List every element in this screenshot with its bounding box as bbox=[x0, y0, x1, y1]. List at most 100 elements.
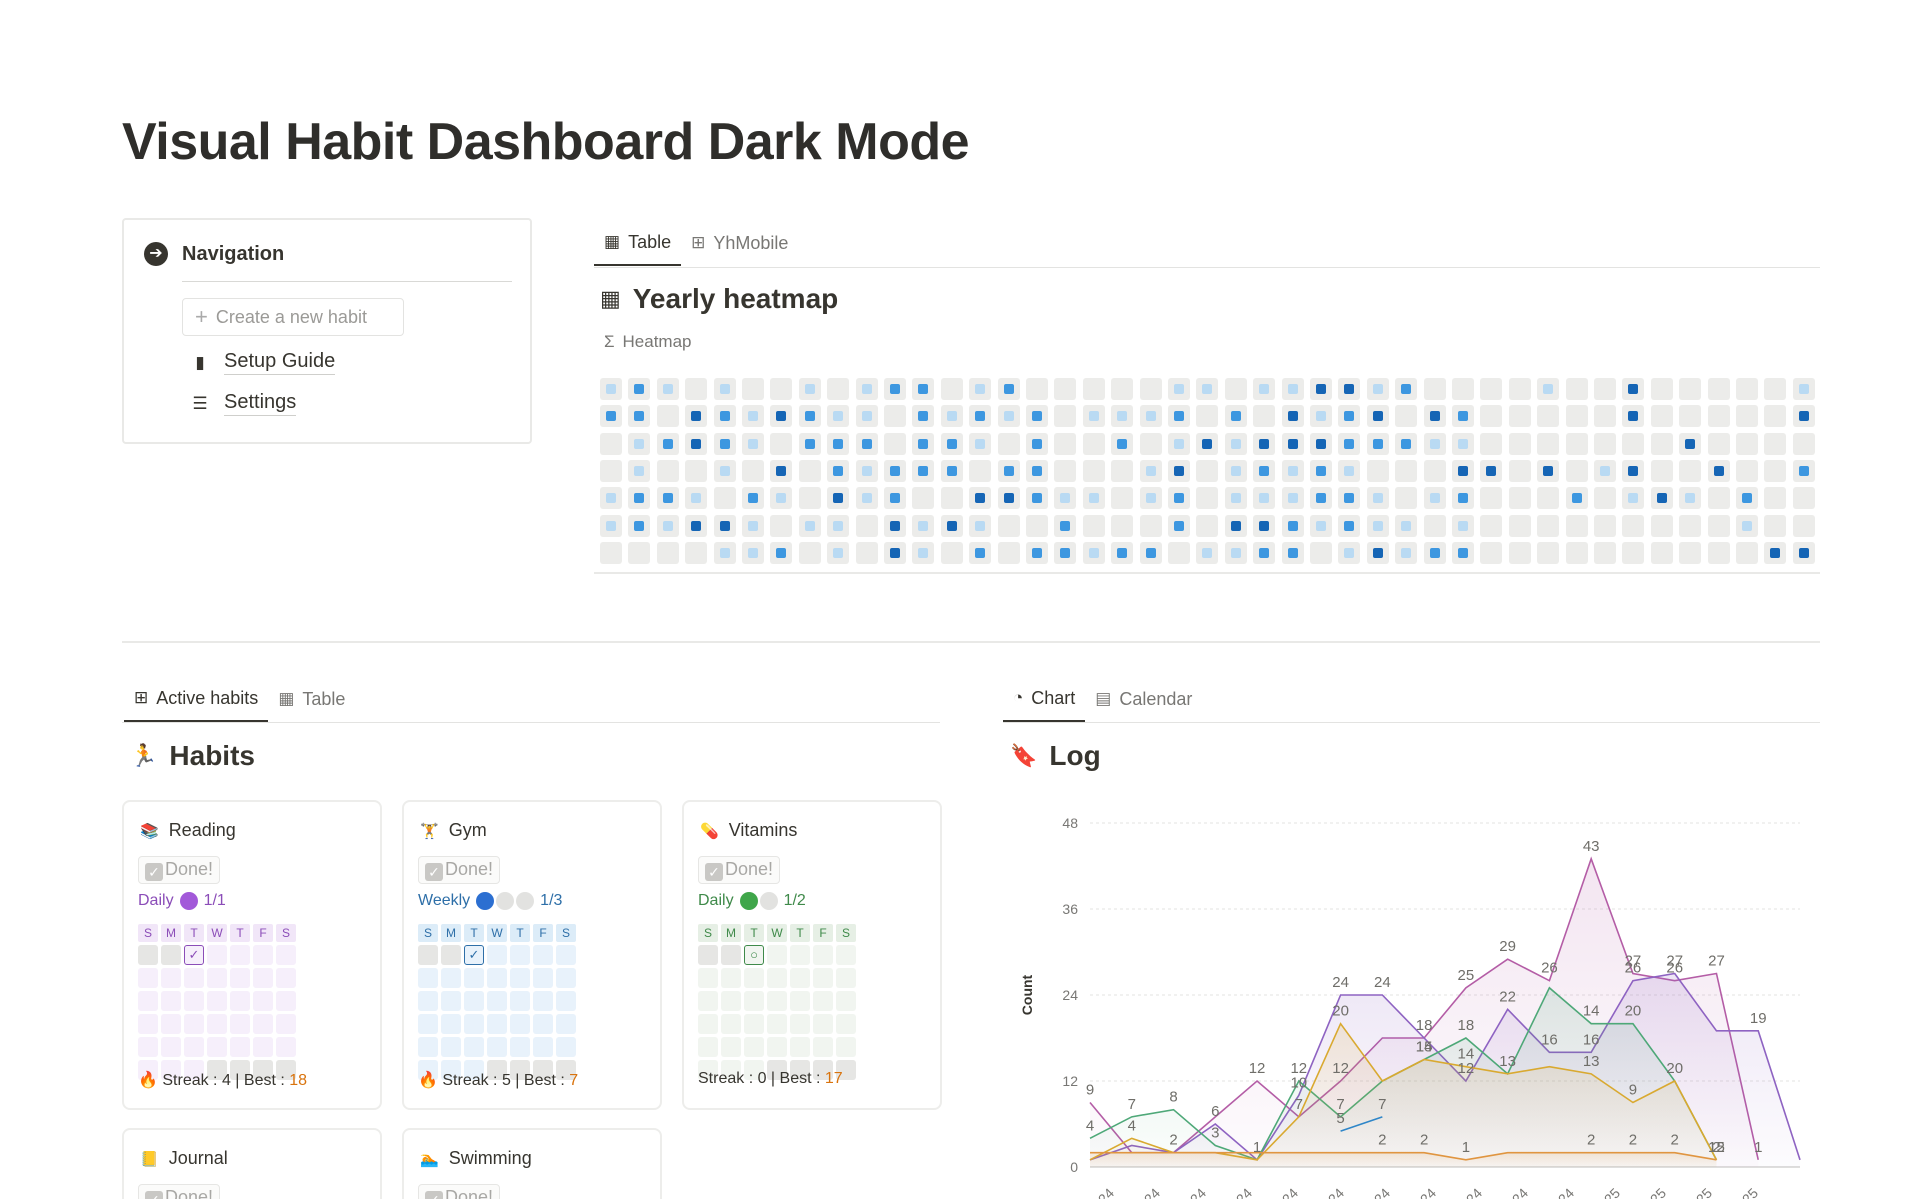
tab-calendar[interactable]: ▤ Calendar bbox=[1085, 676, 1202, 722]
habit-card[interactable]: 📚 Reading ✓ Done! Daily 1/1 S M T W T F S ✓ 🔥 Streak :… bbox=[122, 800, 382, 1110]
done-button[interactable]: ✓Done! bbox=[418, 1184, 501, 1199]
day-cell bbox=[698, 1037, 718, 1057]
heatmap-cell bbox=[742, 514, 764, 537]
done-button[interactable]: ✓Done! bbox=[138, 1184, 221, 1199]
heatmap-cell bbox=[1707, 432, 1730, 455]
settings-link[interactable]: ☰ Settings bbox=[190, 391, 297, 416]
heatmap-cell bbox=[628, 405, 651, 428]
weekday-header: T bbox=[230, 924, 250, 942]
heatmap-cell bbox=[770, 459, 793, 482]
heatmap-cell bbox=[628, 432, 651, 455]
y-tick-label: 24 bbox=[1062, 987, 1078, 1003]
heatmap-cell bbox=[1594, 459, 1616, 482]
heatmap-cell bbox=[1395, 541, 1418, 564]
heatmap-dot bbox=[890, 465, 900, 476]
day-cell bbox=[230, 968, 250, 988]
notebook-icon: 📒 bbox=[140, 1150, 159, 1168]
habit-card[interactable]: 📒 Journal ✓Done! bbox=[122, 1128, 382, 1199]
day-cell bbox=[230, 991, 250, 1011]
weekday-header: S bbox=[698, 924, 718, 942]
done-button[interactable]: ✓Done! bbox=[418, 856, 501, 884]
habit-card[interactable]: 💊 Vitamins ✓ Done! Daily 1/2 S M T W T F S ○ Streak : … bbox=[682, 800, 942, 1110]
heatmap-cell bbox=[1395, 487, 1418, 510]
heatmap-cell bbox=[997, 378, 1020, 400]
heatmap-cell bbox=[1480, 432, 1503, 455]
tab-yhmobile[interactable]: ⊞ YhMobile bbox=[681, 220, 798, 266]
day-cell bbox=[813, 968, 833, 988]
heatmap-cell bbox=[855, 378, 878, 400]
heatmap-cell bbox=[969, 541, 992, 564]
heatmap-dot bbox=[1543, 384, 1554, 394]
heatmap-cell bbox=[855, 487, 878, 510]
heatmap-cell bbox=[1423, 405, 1446, 428]
data-label: 18 bbox=[1458, 1017, 1475, 1034]
heatmap-cell bbox=[1707, 405, 1730, 428]
heatmap-dot bbox=[1287, 465, 1298, 476]
heatmap-cell bbox=[1026, 378, 1048, 400]
day-cell bbox=[790, 991, 810, 1011]
navigation-header: ➔ Navigation bbox=[144, 242, 284, 266]
heatmap-cell bbox=[1480, 487, 1503, 510]
heatmap-cell bbox=[1452, 405, 1474, 428]
heatmap-dot bbox=[833, 465, 844, 476]
done-label: Done! bbox=[445, 1187, 494, 1199]
done-button[interactable]: ✓Done! bbox=[138, 856, 221, 884]
heatmap-cell bbox=[1366, 378, 1389, 400]
heatmap-dot bbox=[1798, 547, 1809, 558]
heatmap-cell bbox=[1764, 405, 1787, 428]
heatmap-cell bbox=[1026, 405, 1048, 428]
tab-table[interactable]: ▦ Table bbox=[268, 676, 355, 722]
heatmap-cell bbox=[1054, 487, 1077, 510]
day-cell bbox=[230, 1014, 250, 1034]
heatmap-cell bbox=[656, 541, 679, 564]
heatmap-cell bbox=[827, 378, 850, 400]
data-label: 7 bbox=[1336, 1096, 1344, 1113]
settings-label: Settings bbox=[224, 391, 297, 416]
heatmap-dot bbox=[1429, 411, 1440, 422]
frequency-label: Daily bbox=[138, 892, 174, 909]
heatmap-cell bbox=[1736, 405, 1758, 428]
sigma-icon: Σ bbox=[604, 332, 615, 351]
heatmap-dot bbox=[1344, 411, 1355, 422]
heatmap-cell bbox=[1168, 405, 1190, 428]
heatmap-cell bbox=[1565, 514, 1588, 537]
heatmap-cell bbox=[1707, 541, 1730, 564]
heatmap-dot bbox=[1145, 547, 1156, 558]
data-label: 27 bbox=[1666, 953, 1683, 970]
streak-label: 🔥 Streak : 5 | Best : bbox=[418, 1072, 570, 1089]
heatmap-cell bbox=[827, 459, 850, 482]
setup-guide-link[interactable]: ▮ Setup Guide bbox=[190, 350, 336, 375]
tab-label: Calendar bbox=[1119, 688, 1193, 709]
heatmap-cell bbox=[1026, 541, 1048, 564]
heatmap-cell bbox=[1310, 541, 1332, 564]
heatmap-cell bbox=[1082, 405, 1105, 428]
day-cell bbox=[836, 1037, 856, 1057]
done-button[interactable]: ✓Done! bbox=[698, 856, 781, 884]
heatmap-cell bbox=[940, 541, 963, 564]
heatmap-cell bbox=[1224, 487, 1247, 510]
heatmap-cell bbox=[1508, 405, 1531, 428]
tab-chart[interactable]: ◔ Chart bbox=[1003, 676, 1086, 722]
best-value: 18 bbox=[289, 1072, 308, 1089]
habit-card[interactable]: 🏊 Swimming ✓Done! bbox=[402, 1128, 662, 1199]
heatmap-dot bbox=[1685, 493, 1696, 504]
heatmap-dot bbox=[1259, 493, 1270, 504]
heatmap-cell bbox=[656, 432, 679, 455]
heatmap-cell bbox=[997, 432, 1020, 455]
tab-table[interactable]: ▦ Table bbox=[594, 220, 682, 266]
heatmap-cell bbox=[1650, 487, 1673, 510]
heatmap-dot bbox=[1571, 493, 1582, 504]
day-cell bbox=[161, 968, 181, 988]
heatmap-cell bbox=[1168, 541, 1190, 564]
heatmap-cell bbox=[798, 432, 821, 455]
tab-active-habits[interactable]: ⊞ Active habits bbox=[124, 676, 269, 722]
heatmap-cell bbox=[1366, 487, 1389, 510]
create-habit-button[interactable]: + Create a new habit bbox=[182, 298, 404, 336]
heatmap-cell bbox=[1792, 459, 1815, 482]
day-cell bbox=[207, 945, 227, 965]
day-cell bbox=[441, 1014, 461, 1034]
habit-card[interactable]: 🏋 Gym ✓ Done! Weekly 1/3 S M T W T F S ✓ 🔥 Streak : 5 … bbox=[402, 800, 662, 1110]
data-label: 22 bbox=[1499, 988, 1516, 1005]
data-label: 27 bbox=[1708, 953, 1725, 970]
heatmap-dot bbox=[861, 493, 872, 504]
